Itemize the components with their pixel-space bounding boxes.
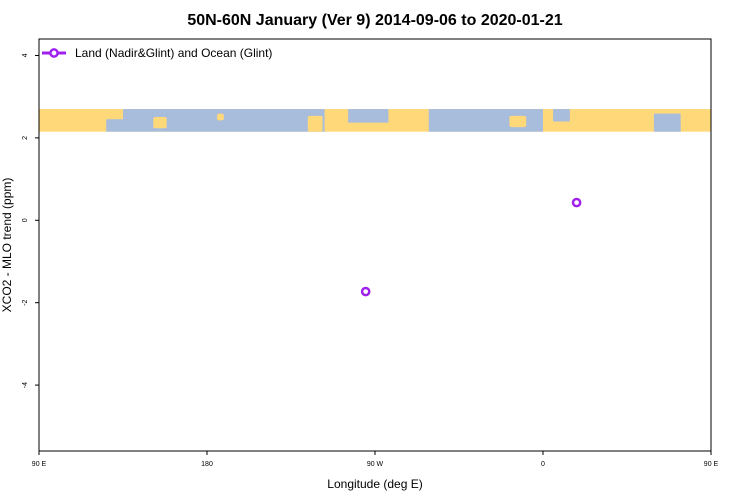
x-tick-label: 90 W [367, 461, 384, 468]
data-points [360, 197, 582, 297]
map-land-aleutian-2 [217, 113, 224, 121]
data-point [360, 286, 371, 297]
map-ocean-west-pacific [106, 119, 123, 132]
data-point [571, 197, 582, 208]
x-axis-label: Longitude (deg E) [327, 477, 422, 491]
x-tick-label: 0 [541, 461, 545, 468]
y-tick-label: -4 [22, 382, 29, 388]
y-tick-label: 0 [22, 218, 29, 222]
y-tick-label: 2 [22, 136, 29, 140]
y-axis-label: XCO2 - MLO trend (ppm) [0, 178, 14, 313]
map-ocean-pacific [123, 109, 325, 132]
map-ocean-hudson-bay [348, 109, 389, 123]
x-tick-label: 90 E [704, 461, 719, 468]
world-map-strip [39, 109, 711, 132]
x-tick-label: 90 E [32, 461, 47, 468]
chart-title: 50N-60N January (Ver 9) 2014-09-06 to 20… [187, 12, 562, 29]
legend: Land (Nadir&Glint) and Ocean (Glint) [42, 46, 272, 60]
map-land-kamchatka [680, 109, 693, 127]
map-land-aleutian-1 [153, 116, 167, 129]
legend-marker [49, 48, 59, 58]
map-ocean-okhotsk [653, 113, 681, 132]
x-tick-label: 180 [201, 461, 213, 468]
x-axis: 90 E 180 90 W 0 90 E [32, 451, 719, 468]
y-axis: -4 -2 0 2 4 [22, 53, 39, 388]
map-land-british-isles [509, 115, 527, 128]
y-tick-label: 4 [22, 53, 29, 57]
map-ocean-north-sea [553, 109, 570, 122]
plot-frame [38, 38, 712, 452]
legend-label: Land (Nadir&Glint) and Ocean (Glint) [75, 46, 272, 60]
y-tick-label: -2 [22, 299, 29, 305]
map-land-alaska-panhandle [307, 115, 323, 132]
